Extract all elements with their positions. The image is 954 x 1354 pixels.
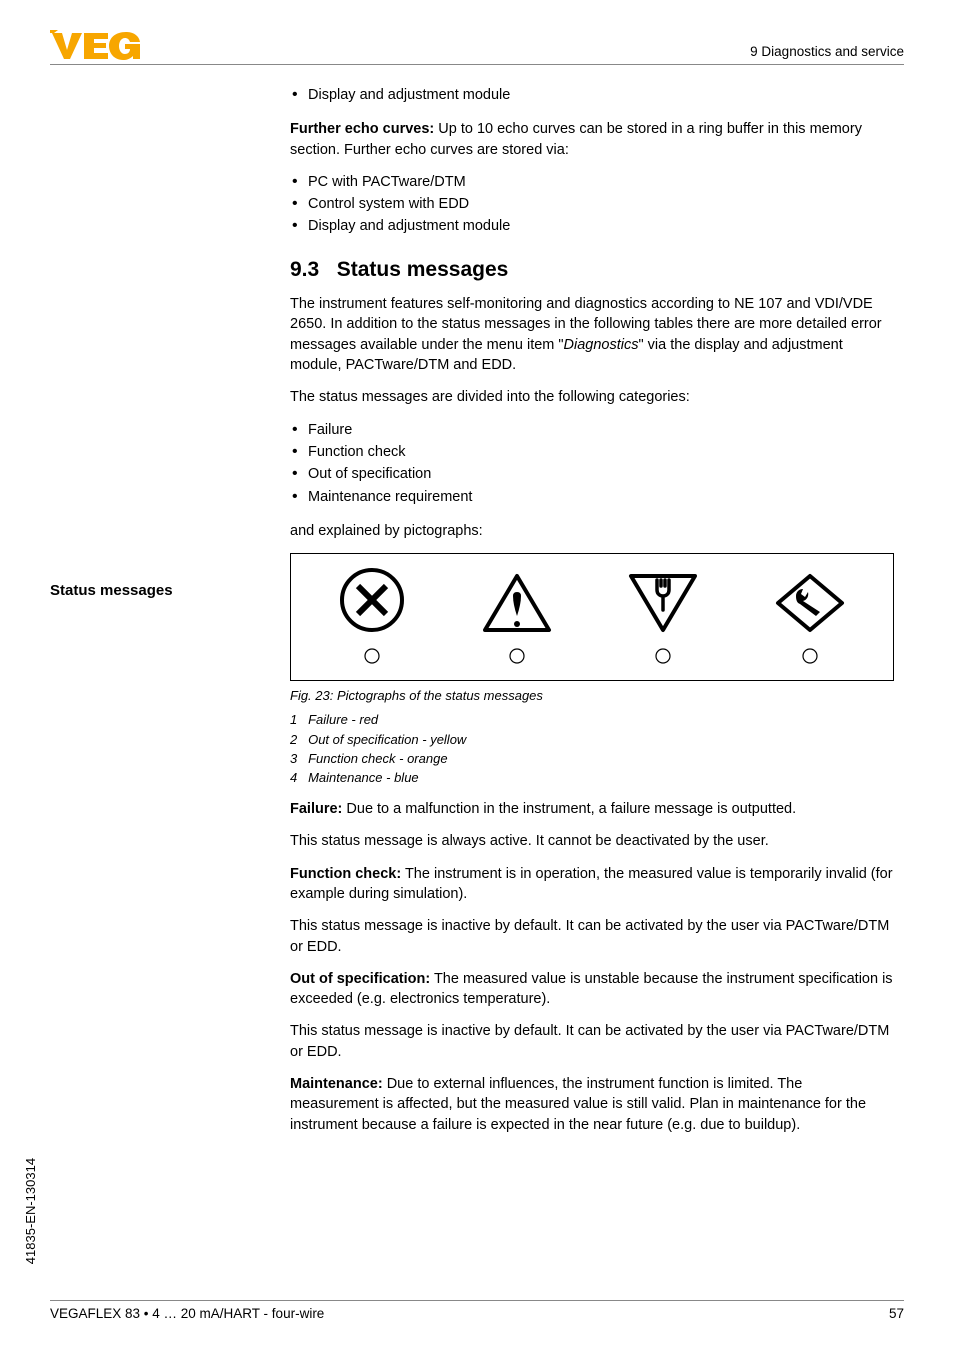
section-heading: 9.3 Status messages: [290, 255, 894, 284]
status-intro: The status messages are divided into the…: [290, 387, 894, 407]
failure-def: Failure: Due to a malfunction in the ins…: [290, 799, 894, 819]
document-id: 41835-EN-130314: [22, 1158, 40, 1264]
further-echo-list: PC with PACTware/DTM Control system with…: [290, 172, 894, 237]
list-item: Display and adjustment module: [290, 216, 894, 236]
status-explained: and explained by pictographs:: [290, 521, 894, 541]
sidebar-status-label: Status messages: [50, 580, 270, 601]
footer-left: VEGAFLEX 83 • 4 … 20 mA/HART - four-wire: [50, 1305, 324, 1324]
intro-list: Display and adjustment module: [290, 85, 894, 105]
section-number: 9.3: [290, 258, 319, 281]
vega-logo: [50, 30, 160, 62]
spec-def: Out of specification: The measured value…: [290, 969, 894, 1010]
maint-def: Maintenance: Due to external influences,…: [290, 1074, 894, 1135]
page-footer: VEGAFLEX 83 • 4 … 20 mA/HART - four-wire…: [50, 1300, 904, 1324]
failure-p2: This status message is always active. It…: [290, 831, 894, 851]
status-list: Failure Function check Out of specificat…: [290, 420, 894, 507]
list-item: Failure: [290, 420, 894, 440]
failure-icon: [338, 566, 406, 664]
list-item: Display and adjustment module: [290, 85, 894, 105]
figure-legend: 1 Failure - red 2 Out of specification -…: [290, 711, 894, 787]
list-item: Control system with EDD: [290, 194, 894, 214]
function-check-icon: [627, 572, 699, 664]
func-p2: This status message is inactive by defau…: [290, 916, 894, 957]
further-echo-para: Further echo curves: Up to 10 echo curve…: [290, 119, 894, 160]
list-item: Function check: [290, 442, 894, 462]
maintenance-icon: [774, 572, 846, 664]
header-section-title: 9 Diagnostics and service: [750, 43, 904, 62]
section-title: Status messages: [337, 258, 509, 281]
figure-caption: Fig. 23: Pictographs of the status messa…: [290, 687, 894, 705]
spec-p2: This status message is inactive by defau…: [290, 1021, 894, 1062]
list-item: PC with PACTware/DTM: [290, 172, 894, 192]
pictograph-figure: [290, 553, 894, 681]
page-header: 9 Diagnostics and service: [50, 30, 904, 65]
footer-page-number: 57: [889, 1305, 904, 1324]
list-item: Maintenance requirement: [290, 487, 894, 507]
section-intro: The instrument features self-monitoring …: [290, 294, 894, 375]
further-echo-bold: Further echo curves:: [290, 121, 434, 137]
func-def: Function check: The instrument is in ope…: [290, 864, 894, 905]
list-item: Out of specification: [290, 464, 894, 484]
out-of-spec-icon: [481, 572, 553, 664]
